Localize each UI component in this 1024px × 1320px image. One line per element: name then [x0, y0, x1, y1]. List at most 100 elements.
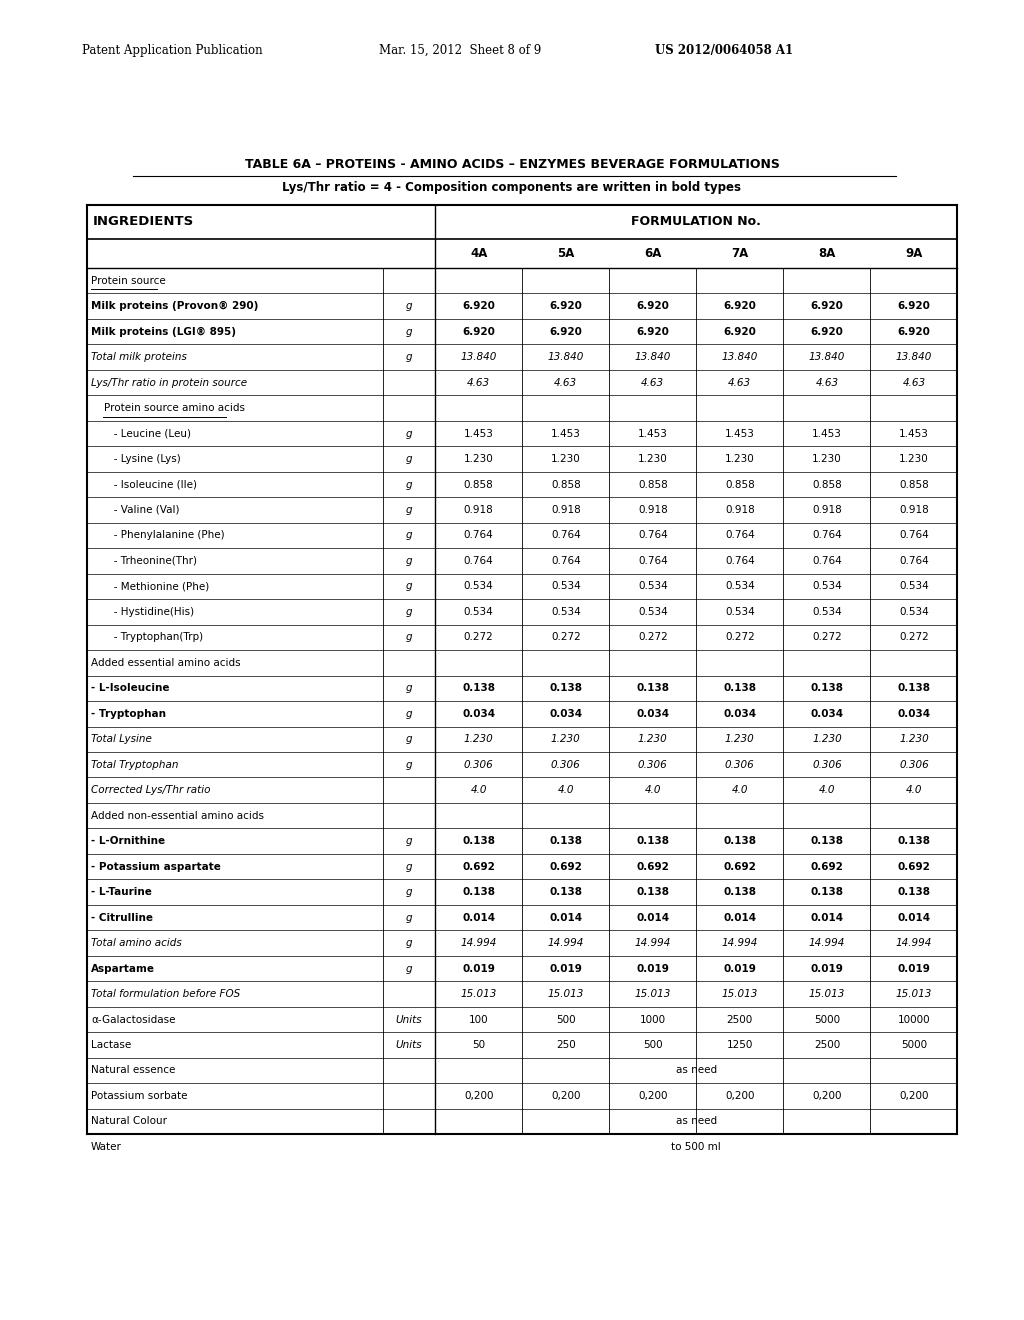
Text: 1.230: 1.230	[725, 454, 755, 465]
Text: 6.920: 6.920	[549, 301, 583, 312]
Text: 0.534: 0.534	[464, 607, 494, 616]
Text: 1.230: 1.230	[812, 454, 842, 465]
Text: 0.138: 0.138	[636, 836, 670, 846]
Text: 0.138: 0.138	[462, 887, 496, 898]
Text: 0.272: 0.272	[812, 632, 842, 643]
Text: 13.840: 13.840	[722, 352, 758, 362]
Text: 14.994: 14.994	[809, 939, 845, 948]
Text: 0.764: 0.764	[464, 556, 494, 566]
Text: 1.230: 1.230	[464, 734, 494, 744]
Text: 6.920: 6.920	[636, 326, 670, 337]
Text: 0.014: 0.014	[723, 912, 757, 923]
Text: 0.138: 0.138	[810, 836, 844, 846]
Text: 250: 250	[556, 1040, 575, 1049]
Text: - Tryptophan: - Tryptophan	[91, 709, 166, 719]
Text: 0.764: 0.764	[725, 556, 755, 566]
Text: TABLE 6A – PROTEINS - AMINO ACIDS – ENZYMES BEVERAGE FORMULATIONS: TABLE 6A – PROTEINS - AMINO ACIDS – ENZY…	[245, 158, 779, 172]
Text: 0,200: 0,200	[464, 1090, 494, 1101]
Text: 0.306: 0.306	[725, 760, 755, 770]
Text: g: g	[406, 581, 413, 591]
Text: 5000: 5000	[901, 1040, 927, 1049]
Text: Added essential amino acids: Added essential amino acids	[91, 657, 241, 668]
Text: 15.013: 15.013	[548, 989, 584, 999]
Text: Total Tryptophan: Total Tryptophan	[91, 760, 178, 770]
Text: 4A: 4A	[470, 247, 487, 260]
Text: 0.534: 0.534	[464, 581, 494, 591]
Text: 1.453: 1.453	[551, 429, 581, 438]
Text: g: g	[406, 506, 413, 515]
Text: 0.138: 0.138	[897, 887, 931, 898]
Text: 0.138: 0.138	[723, 836, 757, 846]
Text: US 2012/0064058 A1: US 2012/0064058 A1	[655, 44, 794, 57]
Text: g: g	[406, 836, 413, 846]
Text: 0,200: 0,200	[638, 1090, 668, 1101]
Text: 6.920: 6.920	[549, 326, 583, 337]
Text: 0,200: 0,200	[725, 1090, 755, 1101]
Text: - Methionine (Phe): - Methionine (Phe)	[91, 581, 209, 591]
Text: g: g	[406, 454, 413, 465]
Text: 0.534: 0.534	[638, 581, 668, 591]
Text: - Lysine (Lys): - Lysine (Lys)	[91, 454, 181, 465]
Text: 1.230: 1.230	[899, 734, 929, 744]
Text: 15.013: 15.013	[722, 989, 758, 999]
Text: 0.272: 0.272	[725, 632, 755, 643]
Text: 4.63: 4.63	[815, 378, 839, 388]
Text: 0.692: 0.692	[897, 862, 931, 871]
Text: g: g	[406, 684, 413, 693]
Text: 0.034: 0.034	[723, 709, 757, 719]
Text: 0.138: 0.138	[636, 684, 670, 693]
Text: 0,200: 0,200	[812, 1090, 842, 1101]
Text: 0.019: 0.019	[897, 964, 931, 974]
Text: 500: 500	[556, 1015, 575, 1024]
Text: 0.764: 0.764	[725, 531, 755, 540]
Text: g: g	[406, 887, 413, 898]
Text: Potassium sorbate: Potassium sorbate	[91, 1090, 187, 1101]
Text: 0.858: 0.858	[725, 479, 755, 490]
Text: 15.013: 15.013	[635, 989, 671, 999]
Text: g: g	[406, 734, 413, 744]
Text: 4.0: 4.0	[818, 785, 836, 795]
Text: Milk proteins (Provon® 290): Milk proteins (Provon® 290)	[91, 301, 258, 312]
Text: 6.920: 6.920	[723, 301, 757, 312]
Text: g: g	[406, 964, 413, 974]
Text: 0.034: 0.034	[636, 709, 670, 719]
Text: 0.858: 0.858	[464, 479, 494, 490]
Text: as need: as need	[676, 1117, 717, 1126]
Text: 0.764: 0.764	[812, 556, 842, 566]
Text: 1.230: 1.230	[551, 454, 581, 465]
Text: 0.014: 0.014	[549, 912, 583, 923]
Text: 0.138: 0.138	[723, 887, 757, 898]
Text: 0.306: 0.306	[551, 760, 581, 770]
Text: 1.230: 1.230	[638, 454, 668, 465]
Text: - Valine (Val): - Valine (Val)	[91, 506, 179, 515]
Text: 6A: 6A	[644, 247, 662, 260]
Text: 4.63: 4.63	[902, 378, 926, 388]
Text: 9A: 9A	[905, 247, 923, 260]
Text: 0.918: 0.918	[551, 506, 581, 515]
Text: FORMULATION No.: FORMULATION No.	[632, 215, 761, 228]
Text: 7A: 7A	[731, 247, 749, 260]
Text: 0.534: 0.534	[551, 581, 581, 591]
Text: 0.034: 0.034	[549, 709, 583, 719]
Text: 0.306: 0.306	[812, 760, 842, 770]
Text: 0.764: 0.764	[638, 531, 668, 540]
Text: 0.138: 0.138	[549, 684, 583, 693]
Text: 500: 500	[643, 1040, 663, 1049]
Text: 0.272: 0.272	[638, 632, 668, 643]
Text: 0.764: 0.764	[812, 531, 842, 540]
Text: - Phenylalanine (Phe): - Phenylalanine (Phe)	[91, 531, 224, 540]
Text: 4.63: 4.63	[641, 378, 665, 388]
Text: - L-Ornithine: - L-Ornithine	[91, 836, 165, 846]
Text: - Trheonine(Thr): - Trheonine(Thr)	[91, 556, 198, 566]
Text: Lys/Thr ratio in protein source: Lys/Thr ratio in protein source	[91, 378, 247, 388]
Text: 0,200: 0,200	[551, 1090, 581, 1101]
Text: Added non-essential amino acids: Added non-essential amino acids	[91, 810, 264, 821]
Text: Total Lysine: Total Lysine	[91, 734, 152, 744]
Text: 14.994: 14.994	[896, 939, 932, 948]
Text: 0.858: 0.858	[899, 479, 929, 490]
Text: g: g	[406, 709, 413, 719]
Text: 0.019: 0.019	[810, 964, 844, 974]
Text: 1.230: 1.230	[899, 454, 929, 465]
Text: 1.230: 1.230	[464, 454, 494, 465]
Text: α-Galactosidase: α-Galactosidase	[91, 1015, 176, 1024]
